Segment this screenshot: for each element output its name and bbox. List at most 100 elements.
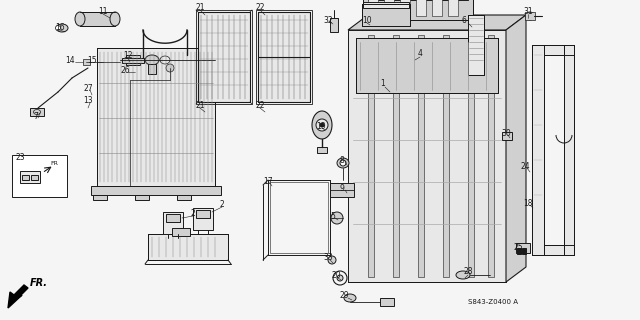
Polygon shape <box>525 12 535 20</box>
Text: 24: 24 <box>520 162 530 171</box>
Bar <box>148 234 228 260</box>
Text: 12: 12 <box>124 51 132 60</box>
Text: 9: 9 <box>340 183 344 193</box>
Ellipse shape <box>56 24 68 32</box>
Ellipse shape <box>160 56 170 64</box>
Ellipse shape <box>344 294 356 302</box>
Bar <box>330 18 338 32</box>
Bar <box>93 195 107 200</box>
Bar <box>416 0 426 16</box>
Bar <box>256 10 312 104</box>
Bar <box>258 12 310 102</box>
Bar <box>363 2 409 8</box>
Text: 28: 28 <box>463 268 473 276</box>
Bar <box>368 35 374 277</box>
Bar <box>384 0 394 16</box>
Text: 20: 20 <box>331 271 341 281</box>
Text: 2: 2 <box>191 209 195 218</box>
Text: 16: 16 <box>55 22 65 31</box>
Ellipse shape <box>33 109 40 115</box>
Bar <box>356 38 498 93</box>
Bar <box>270 182 328 253</box>
Text: 32: 32 <box>323 15 333 25</box>
Text: 6: 6 <box>461 15 467 25</box>
Circle shape <box>337 275 343 281</box>
Ellipse shape <box>337 158 349 168</box>
Bar <box>172 228 190 236</box>
Bar <box>177 195 191 200</box>
Text: 29: 29 <box>339 292 349 300</box>
Bar <box>193 208 213 230</box>
Bar <box>544 45 574 55</box>
Bar <box>532 45 544 255</box>
Bar <box>356 38 498 93</box>
Bar <box>488 35 494 277</box>
Bar <box>517 248 521 254</box>
Bar <box>126 55 140 65</box>
Text: 33: 33 <box>323 253 333 262</box>
Bar <box>20 171 40 183</box>
Text: 5: 5 <box>331 212 335 220</box>
Bar <box>544 45 574 55</box>
Bar <box>22 175 29 180</box>
Bar <box>532 45 544 255</box>
Bar <box>544 245 574 255</box>
Bar <box>368 0 378 16</box>
Text: 11: 11 <box>99 6 108 15</box>
Ellipse shape <box>312 111 332 139</box>
Circle shape <box>320 123 324 127</box>
Bar <box>468 35 474 277</box>
Text: 4: 4 <box>417 49 422 58</box>
Bar <box>448 0 458 16</box>
Ellipse shape <box>456 271 470 279</box>
Bar <box>393 35 399 277</box>
Bar <box>258 12 310 102</box>
Bar <box>564 45 574 255</box>
Bar <box>198 12 250 102</box>
Bar <box>418 35 424 277</box>
Text: 30: 30 <box>501 129 511 138</box>
Bar <box>363 0 473 20</box>
Bar <box>163 212 183 234</box>
Bar <box>564 45 574 255</box>
Text: 17: 17 <box>263 177 273 186</box>
Text: 22: 22 <box>255 3 265 12</box>
Bar <box>380 298 394 306</box>
Text: 22: 22 <box>255 100 265 109</box>
Text: S843-Z0400 A: S843-Z0400 A <box>468 299 518 305</box>
Bar <box>91 186 221 195</box>
Text: 8: 8 <box>340 156 344 164</box>
Bar <box>148 64 156 74</box>
Bar <box>362 4 410 26</box>
Bar <box>348 30 506 282</box>
Text: 1: 1 <box>381 78 385 87</box>
Text: 18: 18 <box>524 198 532 207</box>
Bar <box>468 15 484 75</box>
Bar <box>83 59 90 65</box>
Bar <box>362 4 410 26</box>
Circle shape <box>328 256 336 264</box>
Bar <box>363 0 473 20</box>
Text: FR.: FR. <box>30 278 48 288</box>
Bar <box>166 214 180 222</box>
Text: 2: 2 <box>220 199 225 209</box>
Bar <box>30 108 44 116</box>
Text: 15: 15 <box>87 55 97 65</box>
Bar <box>317 147 327 153</box>
Circle shape <box>316 119 328 131</box>
Bar <box>135 195 149 200</box>
Polygon shape <box>506 15 526 282</box>
Bar <box>544 245 574 255</box>
Bar <box>148 234 228 260</box>
Bar <box>522 248 526 254</box>
Bar <box>516 243 530 253</box>
Text: 13: 13 <box>83 95 93 105</box>
Ellipse shape <box>75 12 85 26</box>
Bar <box>122 58 144 63</box>
Bar <box>330 183 354 197</box>
Text: 27: 27 <box>83 84 93 92</box>
Circle shape <box>166 64 174 72</box>
Bar <box>443 35 449 277</box>
Bar <box>196 210 210 218</box>
Text: 21: 21 <box>195 100 205 109</box>
